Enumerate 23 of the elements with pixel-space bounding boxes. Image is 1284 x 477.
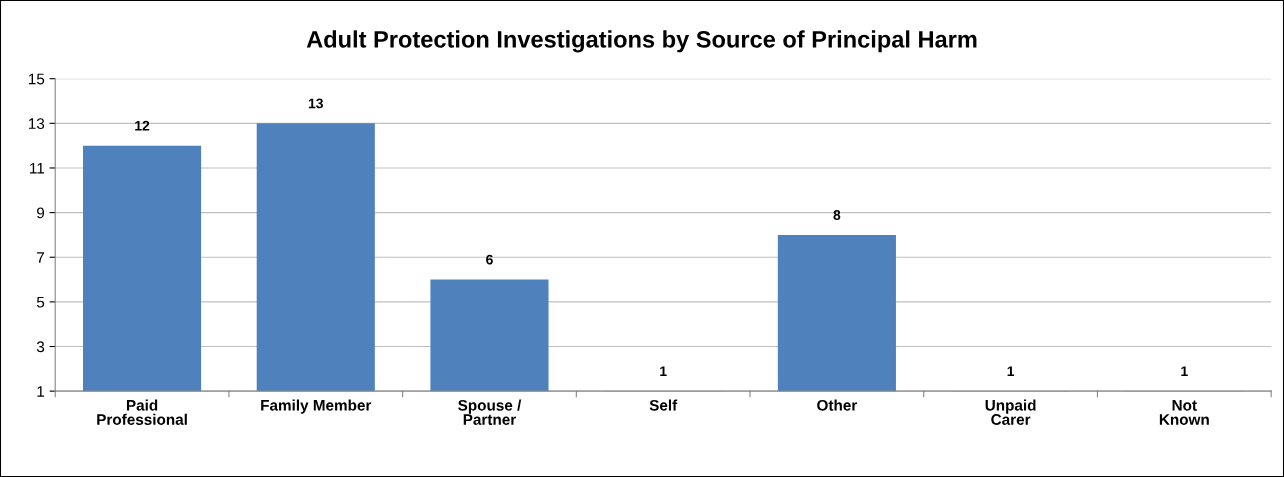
x-tick-label: Other	[817, 399, 858, 411]
data-label: 6	[486, 254, 493, 265]
x-tick-label: Family Member	[261, 399, 372, 414]
data-label: 1	[660, 366, 667, 376]
y-tick-label: 1	[37, 386, 45, 397]
data-label: 12	[135, 120, 150, 131]
data-label: 8	[833, 210, 841, 220]
chart-title: Adult Protection Investigations by Source of Principal Harm	[306, 30, 977, 53]
x-tick-label: Not Known	[1159, 400, 1209, 425]
y-tick-label: 13	[28, 118, 45, 130]
x-tick-label: Paid Professional	[97, 399, 187, 425]
data-label: 13	[308, 98, 323, 109]
y-tick-label: 9	[37, 207, 45, 219]
data-label: 1	[1007, 366, 1015, 376]
y-tick-label: 7	[37, 252, 45, 263]
y-tick-label: 11	[30, 163, 45, 174]
x-tick-label: Spouse / Partner	[458, 399, 522, 425]
x-tick-label: Unpaid Carer	[985, 399, 1036, 425]
y-tick-label: 5	[36, 296, 45, 308]
y-tick-label: 3	[36, 341, 45, 353]
y-tick-label: 15	[28, 73, 45, 85]
x-tick-label: Self	[649, 399, 678, 411]
data-label: 1	[1181, 366, 1188, 376]
